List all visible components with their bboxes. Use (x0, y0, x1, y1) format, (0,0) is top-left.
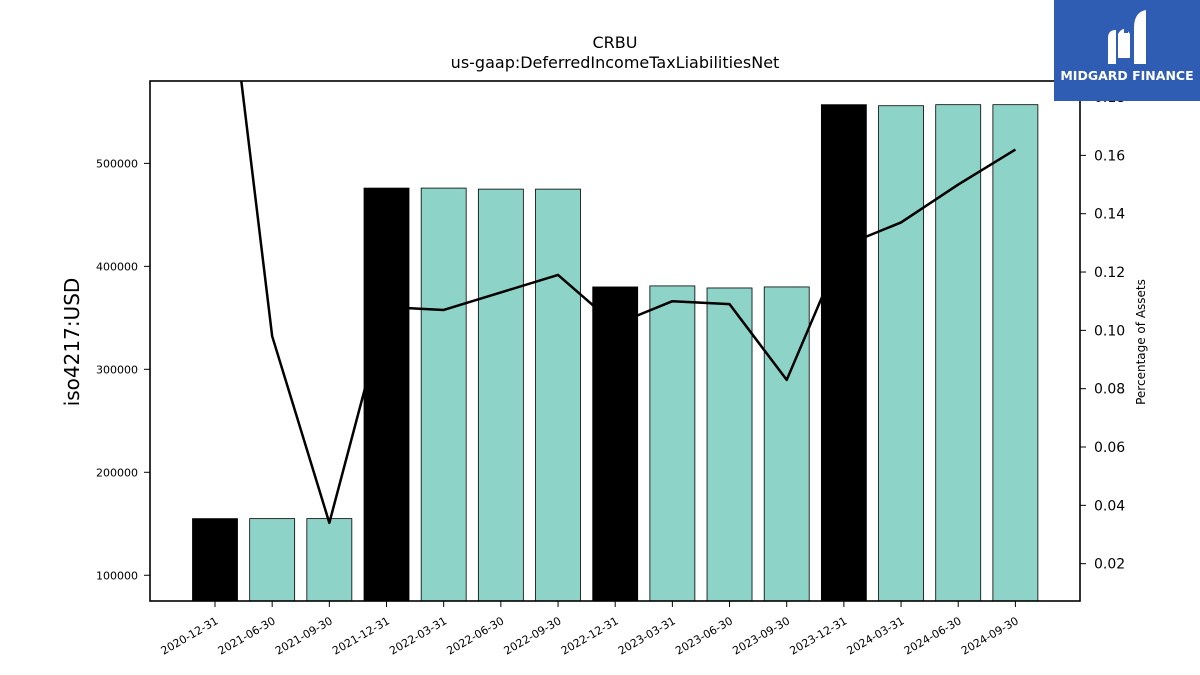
bar (992, 104, 1039, 602)
bar (363, 187, 410, 602)
x-tick-label: 2024-09-30 (959, 614, 1021, 657)
logo-text: MIDGARD FINANCE (1060, 68, 1194, 83)
x-tick-label: 2021-12-31 (330, 614, 392, 657)
bar (306, 518, 353, 602)
y2-axis-label: Percentage of Assets (1134, 279, 1148, 405)
y-tick-label: 500000 (96, 157, 138, 170)
logo-mark-icon (1108, 10, 1146, 64)
y2-tick-label: 0.10 (1094, 323, 1125, 339)
x-tick-label: 2021-06-30 (216, 614, 278, 657)
y2-tick-label: 0.04 (1094, 498, 1125, 514)
midgard-finance-logo: MIDGARD FINANCE (1054, 0, 1200, 101)
y-tick-label: 400000 (96, 260, 138, 273)
x-tick-label: 2022-09-30 (502, 614, 564, 657)
x-tick-label: 2023-06-30 (673, 614, 735, 657)
y-tick-label: 300000 (96, 363, 138, 376)
bar (477, 188, 524, 602)
bar (763, 286, 810, 602)
x-tick-label: 2022-06-30 (444, 614, 506, 657)
line-series (240, 81, 1017, 525)
bar (192, 518, 238, 602)
bar (535, 188, 581, 602)
y2-tick-label: 0.06 (1094, 440, 1125, 456)
y-tick-label: 100000 (96, 569, 138, 582)
y2-tick-label: 0.08 (1094, 382, 1125, 398)
bar (592, 286, 639, 602)
x-tick-label: 2022-12-31 (559, 614, 621, 657)
y2-tick-label: 0.14 (1094, 207, 1125, 223)
y2-tick-label: 0.02 (1094, 557, 1125, 573)
x-tick-label: 2022-03-31 (387, 614, 449, 657)
x-tick-label: 2024-03-31 (845, 614, 907, 657)
x-tick-label: 2023-03-31 (616, 614, 678, 657)
bar (649, 285, 696, 602)
x-tick-label: 2020-12-31 (159, 614, 221, 657)
x-tick-label: 2024-06-30 (902, 614, 964, 657)
x-tick-label: 2023-09-30 (730, 614, 792, 657)
y-tick-label: 200000 (96, 466, 138, 479)
y2-tick-label: 0.16 (1094, 148, 1125, 164)
bar (820, 104, 867, 602)
bar (249, 518, 296, 602)
chart-title: CRBU (592, 33, 638, 52)
y-axis-label: iso4217:USD (60, 277, 84, 407)
x-tick-label: 2021-09-30 (273, 614, 335, 657)
bar (935, 104, 982, 602)
bar (420, 187, 467, 602)
x-tick-label: 2023-12-31 (787, 614, 849, 657)
y2-tick-label: 0.12 (1094, 265, 1125, 281)
chart-subtitle: us-gaap:DeferredIncomeTaxLiabilitiesNet (450, 53, 780, 72)
bar (878, 105, 924, 602)
bar (706, 287, 753, 602)
